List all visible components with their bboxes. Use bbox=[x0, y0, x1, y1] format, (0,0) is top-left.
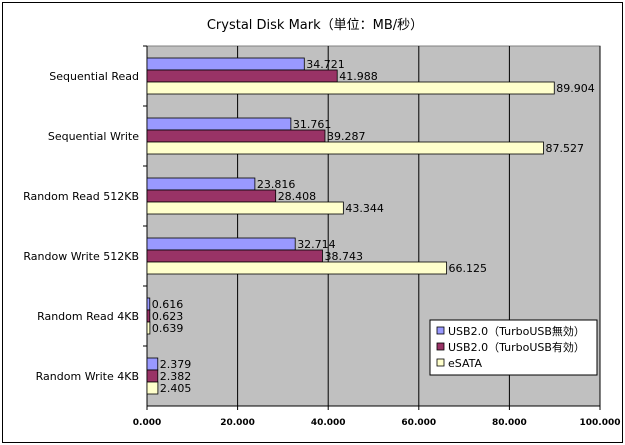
legend-label: eSATA bbox=[448, 357, 482, 370]
bar bbox=[146, 57, 305, 71]
x-tick-label: 20.000 bbox=[220, 418, 255, 428]
legend-label: USB2.0（TurboUSB有効） bbox=[448, 340, 585, 354]
bar bbox=[146, 369, 159, 383]
data-label: 2.382 bbox=[160, 370, 192, 383]
bar bbox=[146, 321, 151, 335]
x-tick-label: 0.000 bbox=[133, 418, 161, 428]
data-label: 87.527 bbox=[545, 142, 584, 155]
chart: Crystal Disk Mark（単位：MB/秒） 0.000 20.000 40… bbox=[23, 17, 621, 428]
chart-title: Crystal Disk Mark（単位：MB/秒） bbox=[207, 17, 423, 33]
data-label: 89.904 bbox=[556, 82, 595, 95]
data-label: 41.988 bbox=[339, 70, 378, 83]
x-tick-label: 40.000 bbox=[311, 418, 346, 428]
category-label: Random Write 4KB bbox=[36, 370, 139, 383]
data-label: 32.714 bbox=[297, 238, 336, 251]
data-label: 43.344 bbox=[345, 202, 384, 215]
data-label: 38.743 bbox=[325, 250, 364, 263]
bar bbox=[146, 81, 555, 95]
bar bbox=[146, 249, 323, 263]
legend-box bbox=[429, 319, 598, 376]
data-label: 66.125 bbox=[449, 262, 488, 275]
category-label: Sequential Read bbox=[49, 70, 139, 83]
category-label: Sequential Write bbox=[48, 130, 139, 143]
bar bbox=[146, 201, 344, 215]
bar bbox=[146, 297, 151, 311]
bar bbox=[146, 141, 544, 155]
data-label: 23.816 bbox=[257, 178, 296, 191]
bar bbox=[146, 357, 159, 371]
bar bbox=[146, 69, 338, 83]
bar bbox=[146, 381, 159, 395]
data-label: 28.408 bbox=[278, 190, 317, 203]
bar bbox=[146, 309, 151, 323]
bar bbox=[146, 189, 277, 203]
data-label: 31.761 bbox=[293, 118, 332, 131]
bar bbox=[146, 117, 292, 131]
x-tick-label: 80.000 bbox=[492, 418, 527, 428]
plot-area: 0.000 20.000 40.000 60.000 80.000 100.000 Sequ… bbox=[23, 45, 621, 428]
legend-swatch bbox=[436, 342, 445, 351]
legend-swatch bbox=[436, 358, 445, 367]
data-label: 2.405 bbox=[160, 382, 192, 395]
data-label: 0.639 bbox=[152, 322, 184, 335]
legend-label: USB2.0（TurboUSB無効） bbox=[448, 324, 585, 338]
data-label: 34.721 bbox=[306, 58, 345, 71]
data-label: 39.287 bbox=[327, 130, 366, 143]
legend: USB2.0（TurboUSB無効） USB2.0（TurboUSB有効） eSAT… bbox=[429, 319, 598, 376]
data-label: 0.623 bbox=[152, 310, 184, 323]
category-label: Randow Write 512KB bbox=[23, 250, 139, 263]
bar bbox=[146, 177, 256, 191]
bar bbox=[146, 237, 296, 251]
bar bbox=[146, 129, 326, 143]
data-label: 2.379 bbox=[160, 358, 192, 371]
category-label: Random Read 4KB bbox=[37, 310, 139, 323]
bar bbox=[146, 261, 447, 275]
x-tick-label: 60.000 bbox=[401, 418, 436, 428]
x-tick-label: 100.000 bbox=[580, 418, 621, 428]
data-label: 0.616 bbox=[152, 298, 184, 311]
category-label: Random Read 512KB bbox=[23, 190, 139, 203]
legend-swatch bbox=[436, 326, 445, 335]
